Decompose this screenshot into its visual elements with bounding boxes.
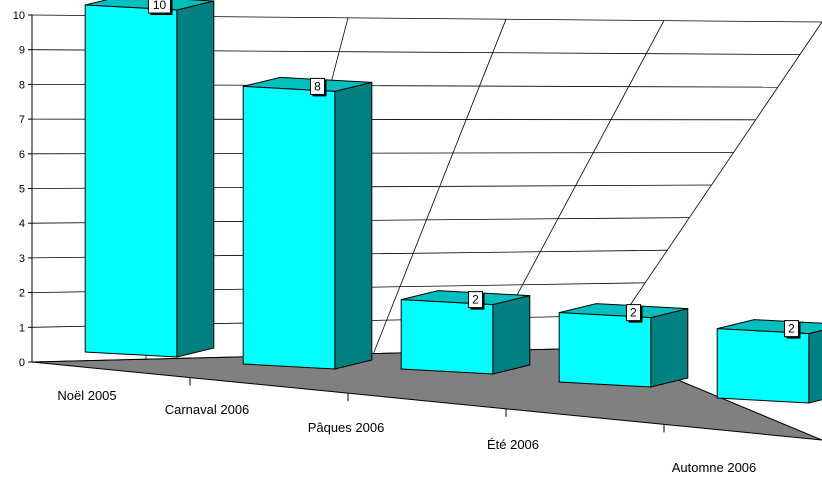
bar-2 (400, 290, 531, 375)
y-tick-label-6: 6 (19, 149, 25, 161)
data-label-3: 2 (630, 306, 637, 320)
bar-0 (84, 0, 215, 358)
chart-axes (28, 14, 665, 433)
bar-side-3 (650, 307, 689, 388)
data-label-0: 10 (153, 0, 167, 12)
gridline-vertical-5 (600, 21, 822, 349)
bar-front-3 (558, 312, 652, 388)
y-tick-label-3: 3 (19, 253, 25, 265)
bar-1 (242, 76, 373, 370)
y-axis-tick-labels: 0 1 2 3 4 5 6 7 8 9 10 (13, 10, 25, 369)
x-axis-category-labels: Noël 2005 Carnaval 2006 Pâques 2006 Été 200… (57, 388, 756, 475)
x-category-label-0: Noël 2005 (57, 388, 116, 403)
bar-side-1 (334, 81, 373, 370)
data-label-box-4 (784, 320, 799, 338)
bar-front-0 (84, 4, 178, 358)
bar-side-0 (176, 0, 215, 358)
chart-bars (84, 0, 822, 404)
y-tick-label-5: 5 (19, 184, 25, 196)
data-label-1: 8 (314, 79, 321, 93)
data-label-box-0 (148, 0, 171, 14)
y-tick-label-4: 4 (19, 218, 25, 230)
x-category-label-3: Été 2006 (487, 437, 539, 452)
y-tick-label-9: 9 (19, 45, 25, 57)
y-tick-label-0: 0 (19, 357, 25, 369)
x-category-label-2: Pâques 2006 (308, 420, 385, 435)
data-label-4: 2 (788, 322, 795, 336)
bar-front-1 (242, 85, 336, 370)
bar-3 (558, 303, 689, 388)
y-tick-label-7: 7 (19, 114, 25, 126)
bar-front-2 (400, 299, 494, 375)
y-tick-label-10: 10 (13, 10, 25, 22)
x-category-label-1: Carnaval 2006 (165, 402, 250, 417)
y-tick-label-2: 2 (19, 288, 25, 300)
y-tick-label-8: 8 (19, 79, 25, 91)
data-label-2: 2 (472, 293, 479, 307)
bar-side-2 (492, 294, 531, 375)
bar-front-4 (716, 328, 810, 404)
data-labels: 10 8 2 2 2 (148, 0, 801, 339)
gridline-vertical-3 (373, 19, 507, 354)
y-tick-label-1: 1 (19, 322, 25, 334)
bar-side-4 (808, 329, 822, 404)
data-label-box-1 (310, 77, 325, 95)
bar-4 (716, 319, 822, 404)
data-label-box-3 (626, 304, 641, 322)
x-category-label-4: Automne 2006 (672, 460, 757, 475)
data-label-box-2 (468, 291, 483, 309)
